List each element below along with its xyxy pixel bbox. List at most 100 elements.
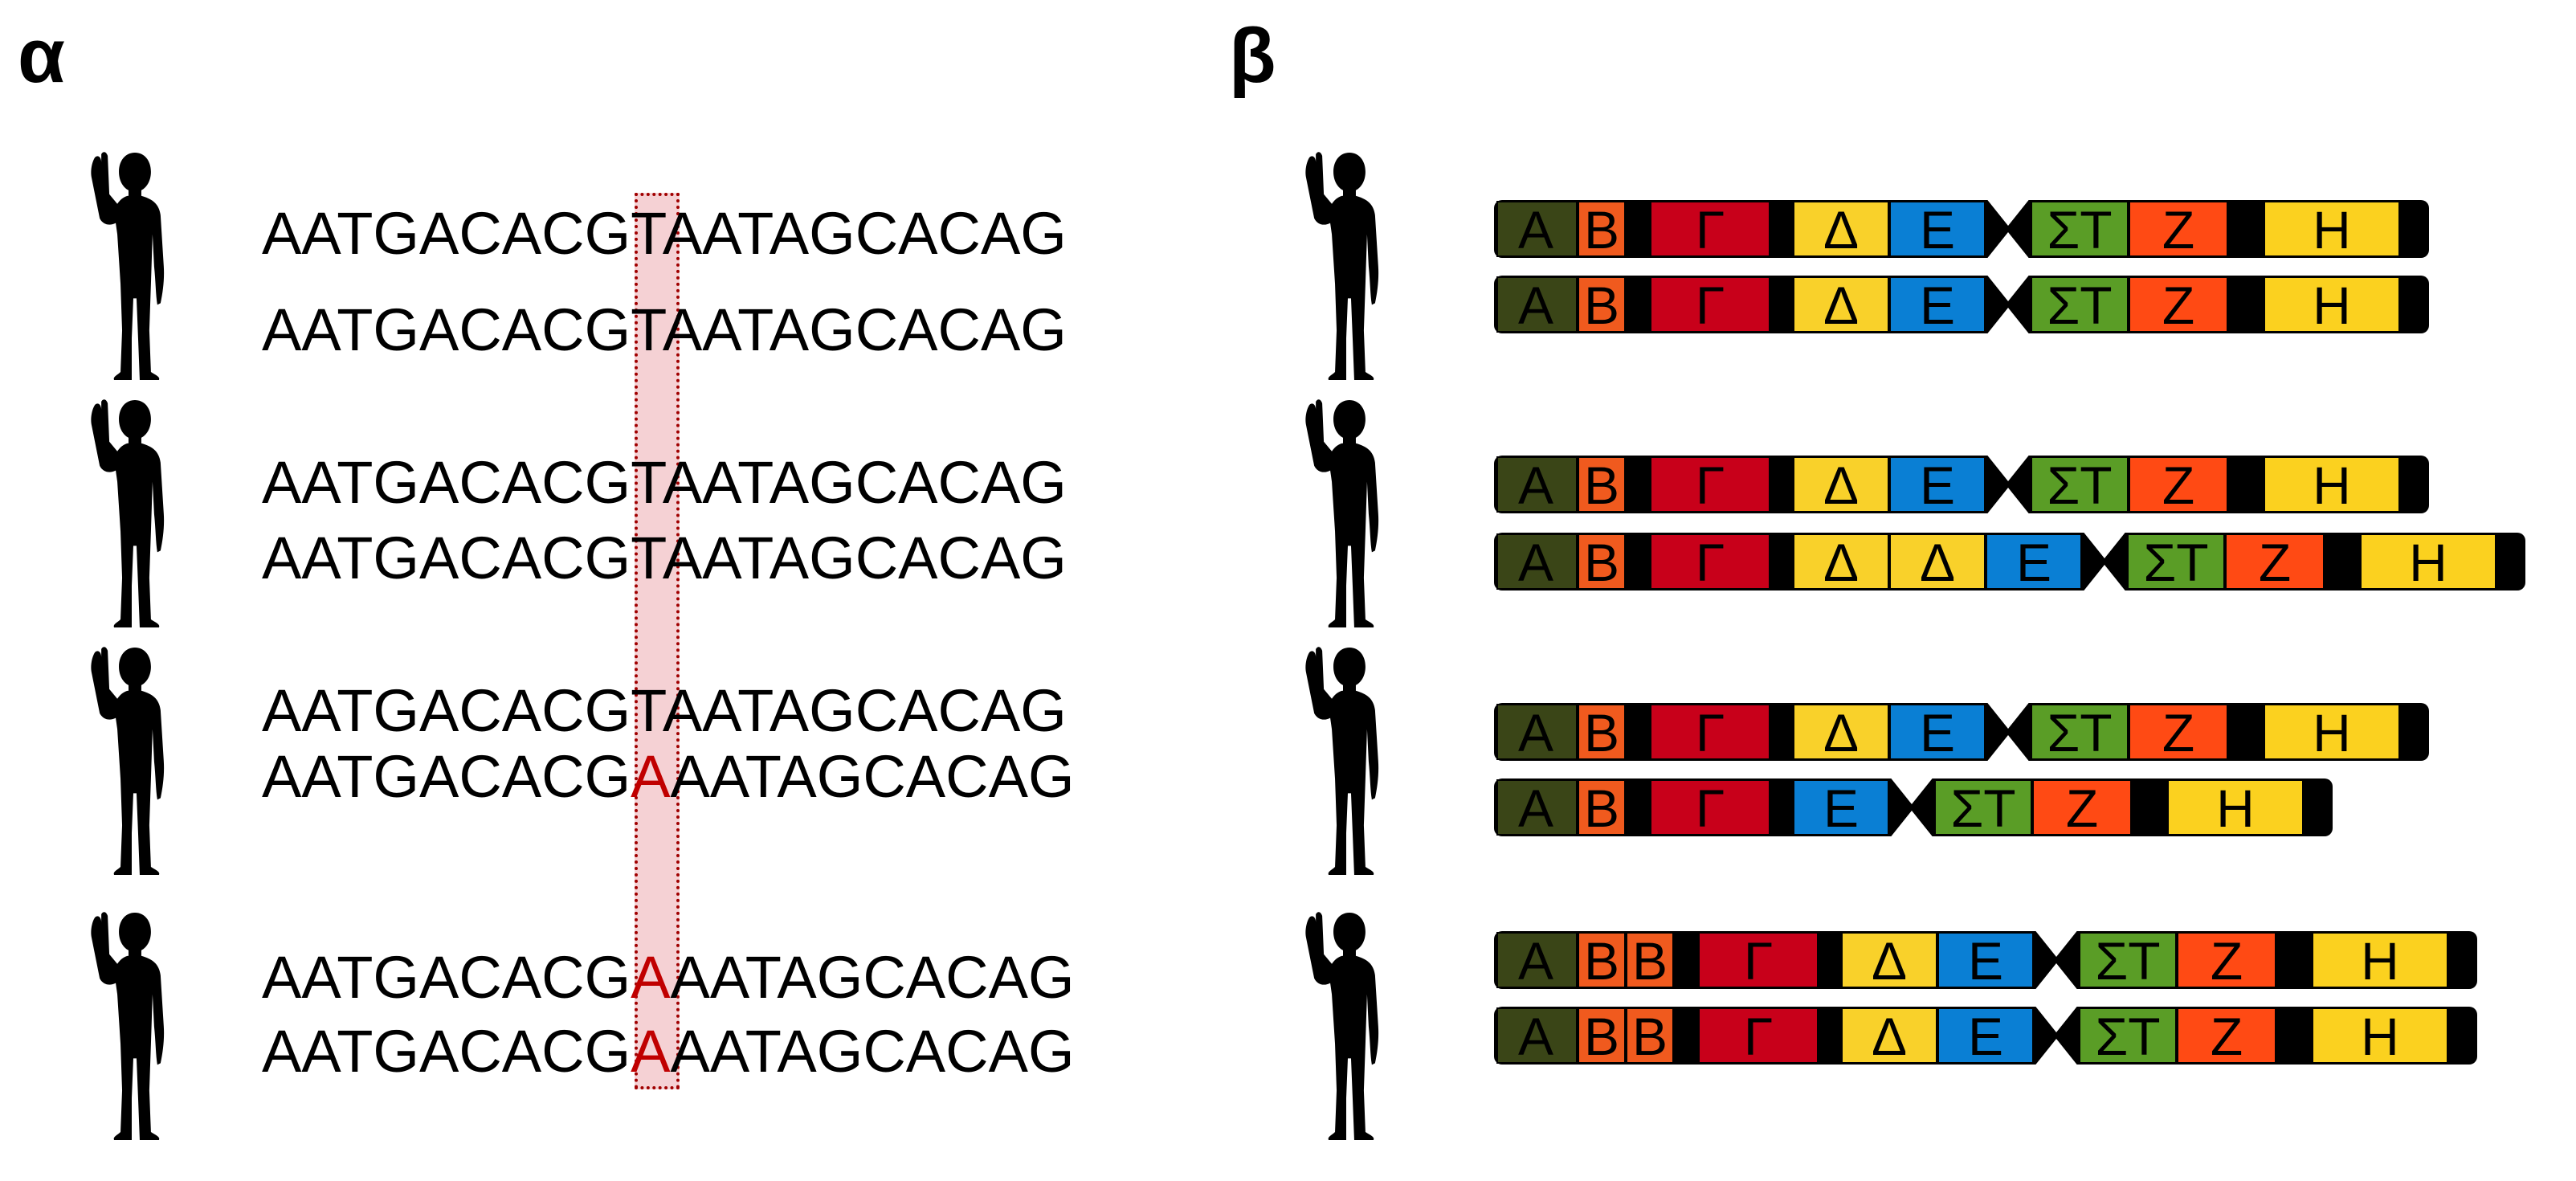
band-label: A	[1518, 200, 1553, 259]
centromere-notch-bottom	[1986, 488, 2031, 516]
chromosome: A B Γ Δ Δ Ε ΣΤ Ζ Η	[1494, 530, 2525, 593]
band-label: Δ	[1872, 931, 1907, 991]
sequence-prefix: AATGACACG	[262, 677, 631, 744]
chromosome-band: B	[1626, 931, 1674, 991]
band-label: Γ	[1696, 276, 1725, 335]
band-label: Γ	[1744, 931, 1773, 991]
chromosome-band: Ε	[1937, 1007, 2034, 1066]
band-label: Ζ	[2066, 778, 2098, 838]
chromosome-band: Δ	[1793, 200, 1889, 259]
band-label: ΣΤ	[2047, 703, 2112, 762]
chromosome-band: B	[1578, 200, 1626, 259]
chromosome: A B Γ Δ Ε ΣΤ Ζ Η	[1494, 701, 2429, 763]
chromosome-band: Ε	[1889, 456, 1986, 515]
sequence-suffix: AATAGCACAG	[662, 525, 1067, 591]
chromosome-band: Γ	[1650, 533, 1770, 592]
band-label: A	[1518, 931, 1553, 991]
chromosome-band: Ε	[1889, 703, 1986, 762]
snp-variant-base: A	[631, 944, 671, 1011]
chromosome-band: B	[1578, 703, 1626, 762]
chromosome-band: Η	[2264, 276, 2400, 335]
band-label: ΣΤ	[2095, 931, 2160, 991]
chromosome-band: A	[1496, 456, 1578, 515]
band-label: Γ	[1696, 200, 1725, 259]
centromere-notch-top	[2034, 1004, 2079, 1032]
band-label: B	[1632, 1007, 1668, 1066]
chromosome-band: Δ	[1793, 456, 1889, 515]
band-label: A	[1518, 778, 1553, 838]
sequence-suffix: AATAGCACAG	[662, 677, 1067, 744]
chromosome-band: Ζ	[2129, 200, 2228, 259]
chromosome-band: Ε	[1986, 533, 2082, 592]
band-label: Ζ	[2259, 533, 2291, 592]
band-label: Δ	[1823, 533, 1859, 592]
centromere-notch-bottom	[1986, 735, 2031, 763]
chromosome-band: Δ	[1889, 533, 1986, 592]
chromosome-band: Γ	[1650, 703, 1770, 762]
chromosome-band: B	[1578, 931, 1626, 991]
band-label: ΣΤ	[1950, 778, 2015, 838]
chromosome: A B Γ Δ Ε ΣΤ Ζ Η	[1494, 453, 2429, 516]
centromere-notch-bottom	[2082, 565, 2127, 593]
band-label: Γ	[1744, 1007, 1773, 1066]
band-label: Η	[2361, 931, 2399, 991]
person-silhouette-icon	[91, 912, 165, 1141]
band-label: Ε	[1823, 778, 1859, 838]
band-label: Η	[2313, 703, 2351, 762]
band-label: Ζ	[2162, 456, 2194, 515]
centromere-notch-top	[1986, 453, 2031, 481]
band-label: B	[1584, 456, 1619, 515]
chromosome-band: ΣΤ	[2127, 533, 2225, 592]
chromosome-band: B	[1578, 778, 1626, 838]
sequence-suffix: AATAGCACAG	[662, 296, 1067, 363]
band-label: ΣΤ	[2143, 533, 2208, 592]
band-label: Η	[2361, 1007, 2399, 1066]
snp-reference-base: T	[631, 200, 663, 267]
band-label: Ε	[1968, 1007, 2003, 1066]
chromosome-band: Δ	[1793, 276, 1889, 335]
chromosome-band: B	[1626, 1007, 1674, 1066]
centromere-notch-bottom	[1986, 308, 2031, 336]
sequence-prefix: AATGACACG	[262, 743, 631, 810]
person-silhouette-icon	[91, 152, 165, 381]
band-label: Ζ	[2211, 1007, 2243, 1066]
sequence-prefix: AATGACACG	[262, 525, 631, 591]
sequence-prefix: AATGACACG	[262, 200, 631, 267]
chromosome-band: Η	[2312, 931, 2448, 991]
band-label: Δ	[1823, 276, 1859, 335]
sequence-prefix: AATGACACG	[262, 944, 631, 1011]
band-label: B	[1584, 1007, 1619, 1066]
chromosome-band: ΣΤ	[2031, 200, 2129, 259]
chromosome-band: Ε	[1937, 931, 2034, 991]
chromosome-band: ΣΤ	[2031, 703, 2129, 762]
snp-reference-base: T	[631, 296, 663, 363]
band-label: Ε	[1920, 456, 1955, 515]
chromosome-band: B	[1578, 456, 1626, 515]
band-label: Η	[2313, 456, 2351, 515]
band-label: Ε	[2016, 533, 2051, 592]
chromosome-band: Γ	[1650, 200, 1770, 259]
sequence-prefix: AATGACACG	[262, 296, 631, 363]
band-label: Η	[2409, 533, 2447, 592]
chromosome-band: Γ	[1698, 1007, 1819, 1066]
chromosome-band: Ζ	[2225, 533, 2325, 592]
band-label: B	[1584, 276, 1619, 335]
sequence-suffix: AATAGCACAG	[662, 200, 1067, 267]
sequence-suffix: AATAGCACAG	[662, 449, 1067, 516]
band-label: ΣΤ	[2047, 456, 2112, 515]
person-silhouette-icon	[91, 647, 165, 876]
chromosome-band: ΣΤ	[2031, 456, 2129, 515]
centromere-notch-bottom	[1986, 232, 2031, 260]
chromosome-band: B	[1578, 276, 1626, 335]
band-label: ΣΤ	[2047, 200, 2112, 259]
person-silhouette-icon	[91, 399, 165, 628]
band-label: A	[1518, 456, 1553, 515]
snp-reference-base: T	[631, 677, 663, 744]
person-silhouette-icon	[1305, 399, 1379, 628]
band-label: ΣΤ	[2047, 276, 2112, 335]
chromosome-band: B	[1578, 533, 1626, 592]
person-silhouette-icon	[1305, 647, 1379, 876]
chromosome: A B B Γ Δ Ε ΣΤ Ζ Η	[1494, 1004, 2477, 1067]
chromosome-band: A	[1496, 200, 1578, 259]
band-label: A	[1518, 1007, 1553, 1066]
